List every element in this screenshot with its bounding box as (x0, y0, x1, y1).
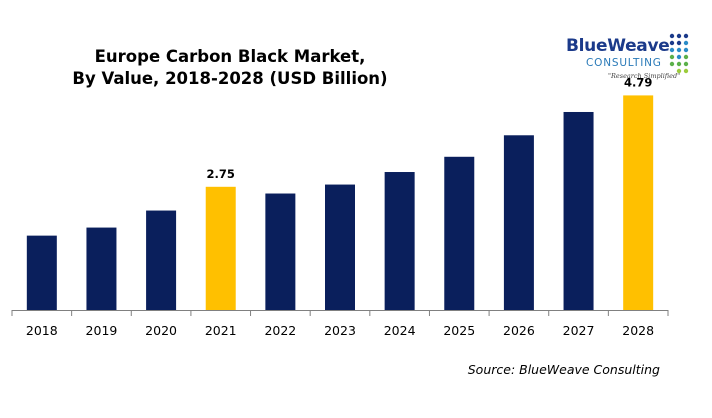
company-logo: BlueWeave CONSULTING "Research Simplifie… (566, 30, 696, 90)
bar-2028 (623, 95, 654, 311)
x-tick-label-2025: 2025 (443, 323, 475, 338)
data-label-2021: 2.75 (207, 167, 235, 181)
bar-2026 (503, 135, 534, 310)
x-tick-label-2028: 2028 (622, 323, 654, 338)
bar-2021 (205, 186, 236, 310)
logo-subtitle: CONSULTING (586, 57, 662, 69)
bar-2018 (26, 235, 57, 310)
x-tick-label-2021: 2021 (205, 323, 237, 338)
x-tick-label-2022: 2022 (264, 323, 296, 338)
x-tick-label-2026: 2026 (503, 323, 535, 338)
bar-2020 (146, 210, 177, 310)
x-tick-label-2019: 2019 (86, 323, 118, 338)
x-tick-label-2024: 2024 (384, 323, 416, 338)
chart-title: Europe Carbon Black Market, By Value, 20… (40, 46, 420, 90)
bar-2023 (325, 184, 355, 310)
bar-2019 (86, 227, 117, 310)
logo-brand: BlueWeave (566, 36, 670, 56)
bar-2027 (563, 111, 594, 310)
data-label-2028: 4.79 (624, 75, 652, 89)
x-tick-label-2023: 2023 (324, 323, 356, 338)
x-tick-label-2018: 2018 (26, 323, 58, 338)
bar-2024 (384, 172, 415, 310)
bar-2022 (265, 193, 296, 310)
x-tick-label-2020: 2020 (145, 323, 177, 338)
source-note: Source: BlueWeave Consulting (467, 362, 660, 377)
chart-title-line-2: By Value, 2018-2028 (USD Billion) (72, 69, 388, 88)
bar-2025 (444, 156, 475, 310)
logo-tagline: "Research Simplified" (608, 72, 681, 80)
chart-title-line-1: Europe Carbon Black Market, (94, 47, 366, 66)
logo-dots-icon (669, 33, 689, 74)
x-tick-label-2027: 2027 (563, 323, 595, 338)
